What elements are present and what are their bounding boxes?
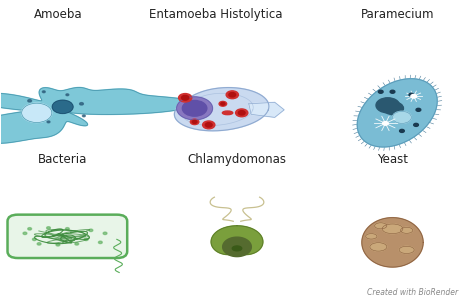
Circle shape bbox=[89, 229, 93, 232]
Circle shape bbox=[411, 95, 417, 98]
Circle shape bbox=[80, 102, 83, 105]
Circle shape bbox=[221, 102, 225, 105]
Text: Paramecium: Paramecium bbox=[360, 9, 434, 22]
Text: Yeast: Yeast bbox=[377, 153, 408, 166]
Circle shape bbox=[378, 90, 383, 93]
Circle shape bbox=[103, 232, 107, 234]
Text: Amoeba: Amoeba bbox=[34, 9, 82, 22]
Ellipse shape bbox=[370, 243, 387, 251]
Ellipse shape bbox=[382, 224, 403, 234]
Circle shape bbox=[182, 95, 189, 100]
Circle shape bbox=[56, 244, 60, 246]
Circle shape bbox=[236, 109, 248, 117]
Circle shape bbox=[82, 115, 85, 117]
Ellipse shape bbox=[232, 246, 242, 251]
Circle shape bbox=[28, 228, 32, 230]
Polygon shape bbox=[249, 102, 284, 117]
Circle shape bbox=[75, 243, 79, 245]
Ellipse shape bbox=[374, 223, 387, 229]
Circle shape bbox=[99, 241, 102, 244]
Circle shape bbox=[33, 238, 36, 240]
Circle shape bbox=[226, 91, 238, 99]
Circle shape bbox=[37, 243, 41, 245]
Circle shape bbox=[219, 102, 227, 106]
Circle shape bbox=[42, 91, 45, 93]
Ellipse shape bbox=[401, 227, 413, 233]
Text: Entamoeba Histolytica: Entamoeba Histolytica bbox=[149, 9, 283, 22]
Ellipse shape bbox=[365, 234, 377, 239]
Circle shape bbox=[400, 130, 404, 133]
Circle shape bbox=[28, 100, 32, 102]
Circle shape bbox=[192, 120, 197, 123]
Circle shape bbox=[84, 238, 88, 240]
Circle shape bbox=[390, 90, 395, 93]
Circle shape bbox=[376, 98, 400, 113]
Circle shape bbox=[66, 94, 69, 96]
Polygon shape bbox=[223, 237, 251, 257]
Circle shape bbox=[52, 100, 73, 113]
Circle shape bbox=[238, 111, 245, 115]
Circle shape bbox=[202, 121, 215, 129]
Text: Chlamydomonas: Chlamydomonas bbox=[188, 153, 286, 166]
Text: Created with BioRender: Created with BioRender bbox=[367, 288, 458, 297]
Polygon shape bbox=[357, 79, 437, 147]
Circle shape bbox=[177, 97, 212, 120]
FancyBboxPatch shape bbox=[8, 215, 127, 258]
Circle shape bbox=[229, 93, 236, 97]
Circle shape bbox=[22, 103, 52, 123]
Ellipse shape bbox=[399, 246, 414, 254]
Circle shape bbox=[182, 101, 207, 116]
Circle shape bbox=[47, 121, 50, 123]
Text: Bacteria: Bacteria bbox=[38, 153, 87, 166]
Circle shape bbox=[409, 93, 414, 96]
Circle shape bbox=[23, 232, 27, 234]
Circle shape bbox=[179, 94, 192, 102]
Polygon shape bbox=[0, 88, 195, 143]
Circle shape bbox=[46, 227, 50, 229]
Polygon shape bbox=[211, 226, 263, 255]
Circle shape bbox=[414, 123, 419, 126]
Circle shape bbox=[392, 111, 411, 123]
Polygon shape bbox=[174, 88, 269, 131]
Polygon shape bbox=[362, 218, 423, 267]
Circle shape bbox=[383, 122, 388, 125]
Circle shape bbox=[191, 119, 199, 125]
Circle shape bbox=[65, 228, 69, 230]
Ellipse shape bbox=[222, 111, 233, 115]
Circle shape bbox=[416, 108, 421, 111]
Circle shape bbox=[205, 123, 212, 127]
Circle shape bbox=[383, 102, 403, 115]
